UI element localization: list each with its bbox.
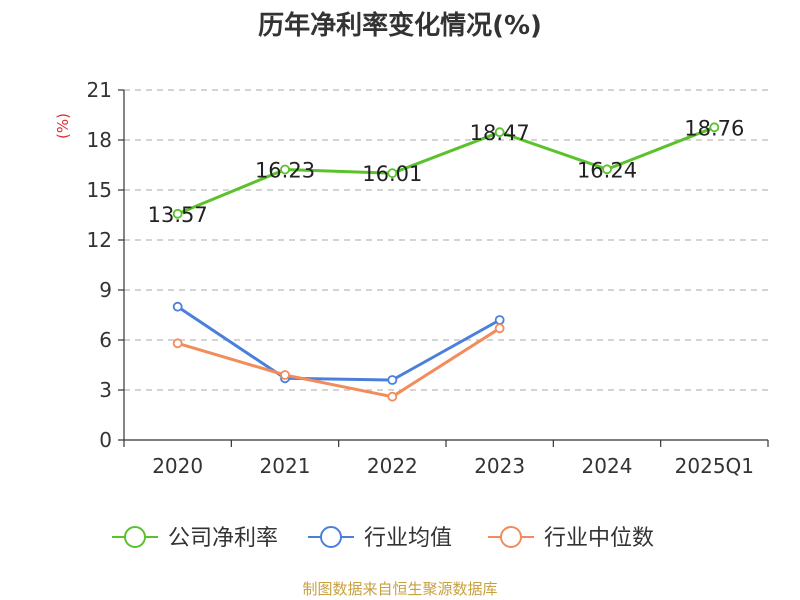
x-tick-label: 2020: [152, 454, 203, 478]
data-point: [494, 323, 505, 334]
series-line: [176, 305, 501, 382]
x-tick-label: 2024: [582, 454, 633, 478]
x-tick-label: 2025Q1: [675, 454, 754, 478]
data-point: [494, 315, 505, 325]
data-point: [602, 164, 612, 175]
data-point: [387, 391, 398, 402]
x-tick-label: 2021: [260, 454, 311, 478]
legend-label: 行业均值: [364, 526, 452, 551]
legend-marker: [124, 526, 146, 548]
legend-marker: [320, 526, 342, 548]
y-tick-label: 15: [87, 178, 112, 202]
data-point: [172, 338, 183, 349]
data-point: [172, 208, 183, 219]
data-label: 16.23: [255, 159, 315, 183]
data-point: [172, 301, 183, 312]
data-point: [709, 122, 720, 133]
data-point: [387, 168, 398, 179]
legend-item: 行业均值: [308, 526, 452, 551]
legend-label: 公司净利率: [168, 526, 278, 551]
data-labels: 13.57 16.23 16.01 18.47 16.24 18.76: [148, 116, 745, 227]
y-tick-label: 6: [99, 328, 112, 352]
axes: 0 3 6 9 12 15 18 21 2020 2021 2022 2023 2024 2025Q1: [87, 78, 769, 478]
series-lines: [172, 122, 720, 402]
chart-title: 历年净利率变化情况(%): [258, 10, 542, 41]
data-label: 16.01: [362, 162, 422, 186]
series-1: [172, 301, 505, 385]
data-point: [280, 370, 290, 380]
y-tick-label: 12: [87, 228, 112, 252]
data-point: [387, 375, 398, 385]
legend: 公司净利率 行业均值 行业中位数: [112, 526, 654, 551]
legend-item: 公司净利率: [112, 526, 278, 551]
legend-label: 行业中位数: [544, 526, 654, 551]
series-2: [172, 323, 505, 402]
legend-item: 行业中位数: [488, 526, 654, 551]
legend-marker: [500, 526, 522, 548]
series-line: [177, 327, 501, 399]
y-tick-label: 0: [99, 428, 112, 452]
y-tick-label: 9: [99, 278, 112, 302]
y-tick-label: 18: [87, 128, 112, 152]
data-label: 13.57: [148, 203, 208, 227]
data-label: 16.24: [577, 158, 637, 182]
y-tick-label: 3: [99, 378, 112, 402]
x-tick-label: 2023: [474, 454, 525, 478]
data-point: [280, 164, 290, 175]
data-point: [494, 127, 505, 138]
y-tick-label: 21: [87, 78, 112, 102]
x-tick-label: 2022: [367, 454, 418, 478]
source-note: 制图数据来自恒生聚源数据库: [302, 580, 497, 598]
grid-lines: [124, 89, 768, 391]
data-label: 18.47: [470, 121, 530, 145]
data-label: 18.76: [684, 116, 744, 140]
series-0: [172, 122, 720, 219]
y-axis-unit-label: (%): [54, 113, 72, 139]
series-line: [177, 125, 715, 216]
